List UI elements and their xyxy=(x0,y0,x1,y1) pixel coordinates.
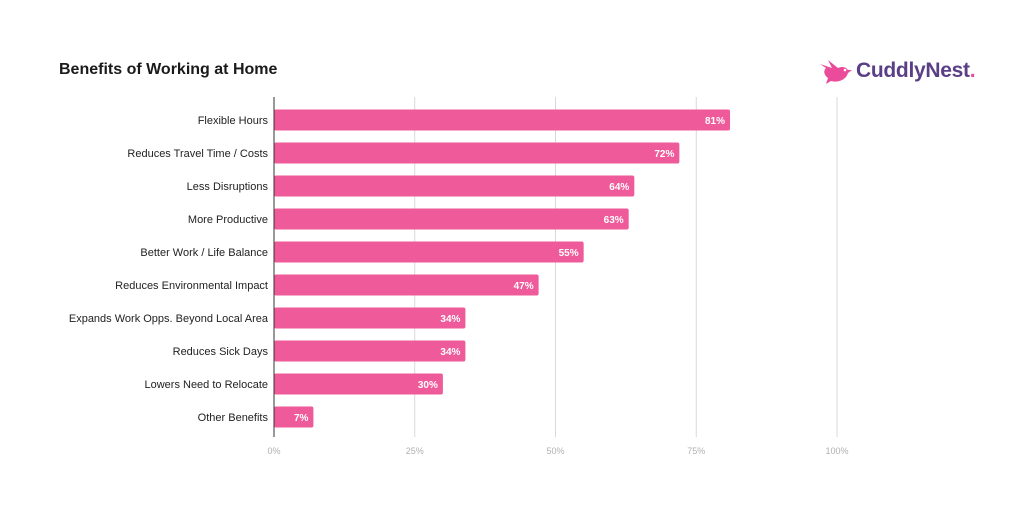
category-labels: Flexible Hours Reduces Travel Time / Cost… xyxy=(69,115,269,424)
brand-logo: CuddlyNest. xyxy=(818,54,976,88)
bird-icon xyxy=(818,56,854,86)
category-label: Reduces Environmental Impact xyxy=(115,280,268,292)
data-label: 81% xyxy=(705,116,725,127)
category-label: Expands Work Opps. Beyond Local Area xyxy=(69,313,269,325)
x-tick-label: 100% xyxy=(825,446,848,456)
data-label: 55% xyxy=(559,248,579,259)
data-label: 30% xyxy=(418,380,438,391)
bars: 81% 72% 64% 63% 55% 47% 34% 34% 30% 7% xyxy=(274,109,731,428)
bar xyxy=(274,208,629,230)
brand-name: CuddlyNest xyxy=(856,59,970,82)
category-label: Reduces Travel Time / Costs xyxy=(127,148,268,160)
x-tick-label: 25% xyxy=(406,446,424,456)
bar xyxy=(274,274,539,296)
category-label: Reduces Sick Days xyxy=(173,346,269,358)
data-label: 63% xyxy=(604,215,624,226)
x-tick-labels: 0% 25% 50% 75% 100% xyxy=(267,446,848,456)
data-label: 72% xyxy=(654,149,674,160)
bar xyxy=(274,340,466,362)
bar xyxy=(274,142,680,164)
category-label: Flexible Hours xyxy=(198,115,269,127)
data-label: 47% xyxy=(514,281,534,292)
bar xyxy=(274,373,443,395)
category-label: Lowers Need to Relocate xyxy=(144,379,268,391)
bar xyxy=(274,175,635,197)
bar xyxy=(274,406,314,428)
x-tick-label: 75% xyxy=(687,446,705,456)
data-label: 34% xyxy=(440,314,460,325)
x-tick-label: 0% xyxy=(267,446,280,456)
bar xyxy=(274,307,466,329)
category-label: Less Disruptions xyxy=(187,181,269,193)
data-label: 7% xyxy=(294,413,309,424)
data-label: 34% xyxy=(440,347,460,358)
chart-title: Benefits of Working at Home xyxy=(59,61,278,78)
bar xyxy=(274,109,731,131)
category-label: Better Work / Life Balance xyxy=(140,247,268,259)
data-label: 64% xyxy=(609,182,629,193)
brand-dot: . xyxy=(969,59,976,82)
bar xyxy=(274,241,584,263)
category-label: More Productive xyxy=(188,214,268,226)
category-label: Other Benefits xyxy=(198,412,269,424)
x-tick-label: 50% xyxy=(546,446,564,456)
